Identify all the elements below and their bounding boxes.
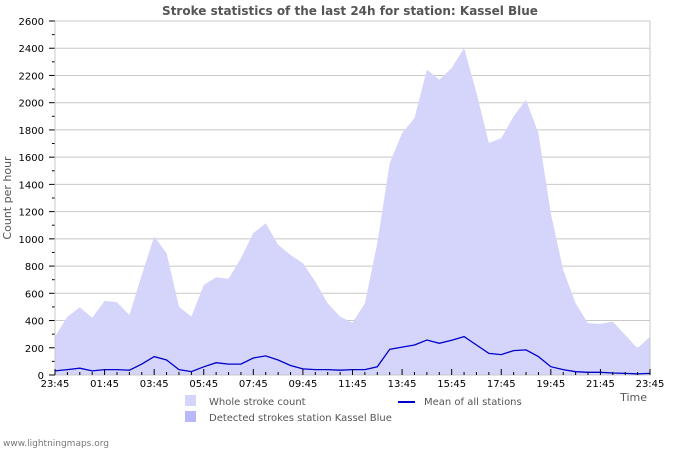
y-tick-label: 1000 bbox=[19, 235, 44, 246]
x-tick-label: 21:45 bbox=[586, 379, 615, 390]
x-tick-label: 17:45 bbox=[487, 379, 516, 390]
y-tick-label: 800 bbox=[25, 262, 44, 273]
x-tick-label: 11:45 bbox=[338, 379, 367, 390]
y-tick-label: 0 bbox=[38, 371, 44, 382]
x-tick-label: 05:45 bbox=[189, 379, 218, 390]
x-tick-label: 23:45 bbox=[41, 379, 70, 390]
y-tick-label: 200 bbox=[25, 344, 44, 355]
whole-stroke-area bbox=[55, 48, 650, 375]
y-tick-label: 2600 bbox=[19, 17, 44, 28]
axes: 0 200 400 600 800 1000 1200 1400 1600 1800 2000 220… bbox=[19, 17, 665, 390]
site-credit: www.lightningmaps.org bbox=[3, 439, 109, 449]
x-tick-label: 01:45 bbox=[90, 379, 119, 390]
y-tick-label: 1200 bbox=[19, 208, 44, 219]
legend-swatch-detected bbox=[185, 411, 196, 422]
legend-label-whole: Whole stroke count bbox=[209, 397, 306, 408]
y-axis-label: Count per hour bbox=[1, 156, 14, 240]
legend: Whole stroke count Detected strokes stat… bbox=[185, 395, 522, 424]
y-tick-label: 400 bbox=[25, 317, 44, 328]
x-tick-label: 23:45 bbox=[636, 379, 665, 390]
y-tick-label: 2200 bbox=[19, 71, 44, 82]
x-tick-label: 07:45 bbox=[239, 379, 268, 390]
legend-label-mean: Mean of all stations bbox=[424, 397, 522, 408]
y-tick-label: 2400 bbox=[19, 44, 44, 55]
x-tick-label: 09:45 bbox=[289, 379, 318, 390]
y-tick-label: 1400 bbox=[19, 180, 44, 191]
legend-swatch-whole bbox=[185, 395, 196, 406]
y-tick-label: 600 bbox=[25, 289, 44, 300]
x-tick-label: 13:45 bbox=[388, 379, 417, 390]
x-axis-label: Time bbox=[619, 391, 647, 404]
x-tick-label: 19:45 bbox=[536, 379, 565, 390]
chart-title: Stroke statistics of the last 24h for st… bbox=[162, 4, 538, 18]
legend-label-detected: Detected strokes station Kassel Blue bbox=[209, 413, 392, 424]
y-tick-label: 2000 bbox=[19, 99, 44, 110]
x-tick-label: 03:45 bbox=[140, 379, 169, 390]
y-tick-label: 1600 bbox=[19, 153, 44, 164]
y-tick-label: 1800 bbox=[19, 126, 44, 137]
x-tick-label: 15:45 bbox=[437, 379, 466, 390]
